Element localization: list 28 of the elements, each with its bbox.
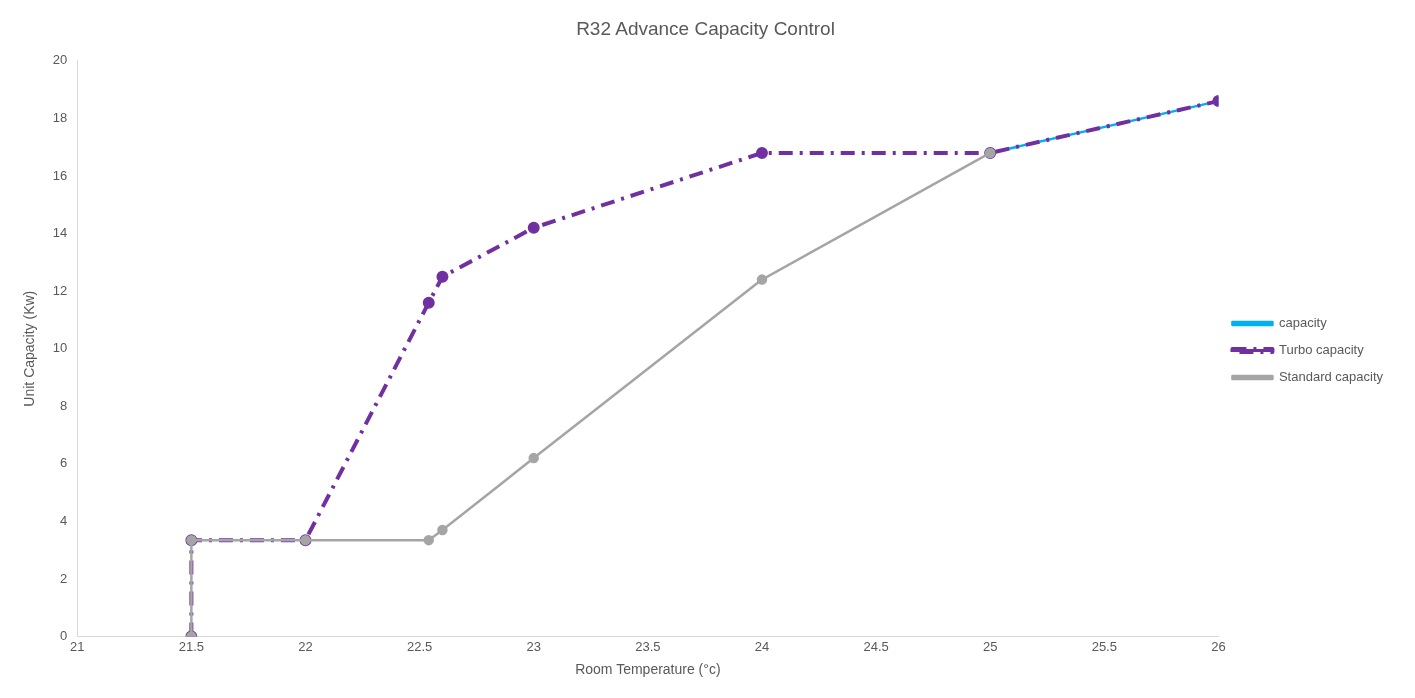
y-tick-label: 2 — [60, 570, 68, 586]
x-tick-label: 21 — [70, 638, 85, 654]
y-axis-title: Unit Capacity (Kw) — [21, 290, 38, 407]
y-tick-label: 10 — [52, 340, 68, 356]
x-tick-label: 25 — [982, 638, 998, 654]
legend-label: capacity — [1278, 315, 1328, 331]
y-tick-label: 12 — [52, 282, 68, 298]
y-tick-label: 4 — [60, 513, 68, 529]
x-axis-title: Room Temperature (°c) — [575, 661, 721, 678]
x-tick-label: 22.5 — [406, 638, 433, 654]
y-tick-label: 14 — [52, 225, 68, 241]
y-tick-label: 18 — [52, 109, 68, 125]
y-tick-label: 16 — [52, 167, 68, 183]
x-tick-label: 22 — [298, 638, 313, 654]
x-tick-label: 23.5 — [635, 638, 661, 654]
y-tick-label: 6 — [60, 455, 68, 471]
x-tick-label: 23 — [526, 638, 541, 654]
chart-title: R32 Advance Capacity Control — [576, 17, 835, 39]
y-tick-label: 20 — [52, 52, 68, 68]
x-tick-label: 26 — [1211, 638, 1226, 654]
x-tick-label: 25.5 — [1091, 638, 1117, 654]
legend-label: Standard capacity — [1278, 369, 1384, 385]
y-tick-label: 8 — [60, 397, 68, 413]
x-tick-label: 24 — [754, 638, 770, 654]
legend-label: Turbo capacity — [1278, 342, 1365, 358]
y-tick-label: 0 — [60, 628, 68, 644]
x-tick-label: 24.5 — [863, 638, 889, 654]
x-tick-label: 21.5 — [178, 638, 205, 654]
